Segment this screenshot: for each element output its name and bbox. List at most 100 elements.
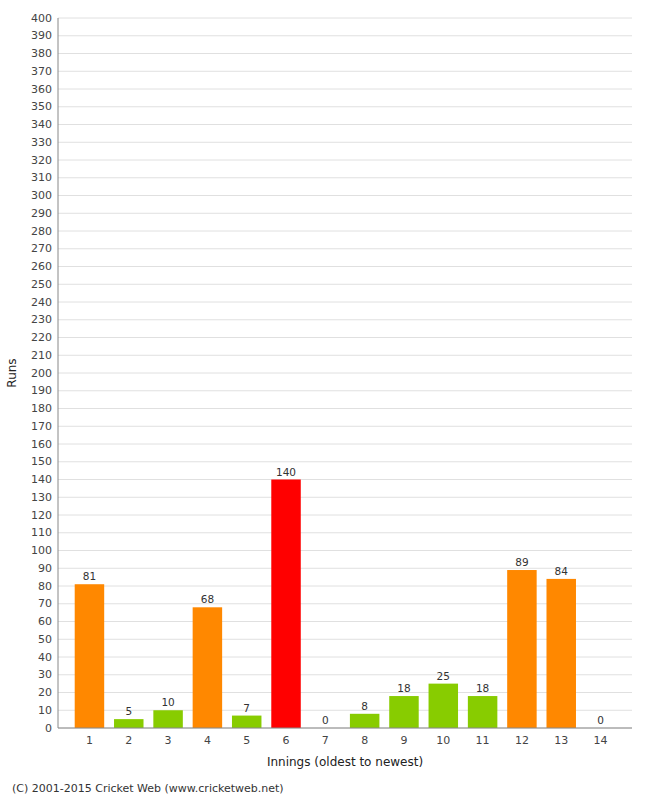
grid-line (58, 106, 632, 107)
y-tick-label: 330 (31, 136, 52, 149)
bar (114, 719, 143, 728)
y-tick-label: 40 (38, 651, 52, 664)
y-tick-label: 190 (31, 384, 52, 397)
grid-line (58, 195, 632, 196)
grid-line (58, 35, 632, 36)
x-tick-label: 4 (204, 734, 211, 747)
bar (507, 570, 536, 728)
grid-line (58, 710, 632, 711)
grid-line (58, 497, 632, 498)
y-tick-label: 340 (31, 118, 52, 131)
grid-line (58, 355, 632, 356)
y-tick-label: 150 (31, 455, 52, 468)
grid-line (58, 444, 632, 445)
grid-line (58, 408, 632, 409)
y-ticks: 0102030405060708090100110120130140150160… (31, 12, 52, 735)
y-tick-label: 250 (31, 278, 52, 291)
y-tick-label: 270 (31, 242, 52, 255)
y-tick-label: 130 (31, 491, 52, 504)
x-axis-title: Innings (oldest to newest) (267, 755, 423, 769)
y-tick-label: 100 (31, 544, 52, 557)
y-tick-label: 70 (38, 597, 52, 610)
grid-line (58, 692, 632, 693)
grid-line (58, 390, 632, 391)
grid (58, 18, 632, 728)
grid-line (58, 550, 632, 551)
x-tick-label: 1 (86, 734, 93, 747)
grid-line (58, 319, 632, 320)
y-tick-label: 90 (38, 562, 52, 575)
x-tick-label: 12 (515, 734, 529, 747)
data-label: 18 (476, 682, 489, 694)
y-tick-label: 220 (31, 331, 52, 344)
x-tick-label: 9 (400, 734, 407, 747)
y-tick-label: 230 (31, 313, 52, 326)
data-label: 81 (83, 570, 96, 582)
y-tick-label: 50 (38, 633, 52, 646)
grid-line (58, 568, 632, 569)
grid-line (58, 461, 632, 462)
data-label: 18 (397, 682, 410, 694)
grid-line (58, 284, 632, 285)
grid-line (58, 479, 632, 480)
bar (232, 716, 261, 728)
y-tick-label: 160 (31, 438, 52, 451)
y-tick-label: 60 (38, 615, 52, 628)
data-label: 25 (437, 670, 450, 682)
bar (193, 607, 222, 728)
data-label: 68 (201, 593, 214, 605)
y-tick-label: 0 (45, 722, 52, 735)
data-label: 140 (276, 466, 296, 478)
y-tick-label: 210 (31, 349, 52, 362)
grid-line (58, 177, 632, 178)
y-tick-label: 80 (38, 580, 52, 593)
grid-line (58, 142, 632, 143)
y-tick-label: 300 (31, 189, 52, 202)
grid-line (58, 337, 632, 338)
x-tick-label: 6 (283, 734, 290, 747)
x-tick-label: 3 (165, 734, 172, 747)
grid-line (58, 674, 632, 675)
y-tick-label: 200 (31, 367, 52, 380)
y-tick-label: 390 (31, 29, 52, 42)
y-tick-label: 280 (31, 225, 52, 238)
footer: (C) 2001-2015 Cricket Web (www.cricketwe… (12, 782, 284, 795)
x-tick-label: 2 (125, 734, 132, 747)
bar (546, 579, 575, 728)
y-tick-label: 260 (31, 260, 52, 273)
grid-line (58, 586, 632, 587)
grid-line (58, 426, 632, 427)
y-tick-label: 290 (31, 207, 52, 220)
bar (468, 696, 497, 728)
grid-line (58, 71, 632, 72)
y-tick-label: 320 (31, 154, 52, 167)
x-tick-label: 13 (554, 734, 568, 747)
y-axis-title: Runs (5, 358, 19, 387)
x-tick-label: 7 (322, 734, 329, 747)
x-ticks: 1234567891011121314 (86, 734, 608, 747)
grid-line (58, 18, 632, 19)
chart: 0102030405060708090100110120130140150160… (0, 0, 650, 800)
y-tick-label: 360 (31, 83, 52, 96)
x-tick-label: 8 (361, 734, 368, 747)
x-tick-label: 11 (476, 734, 490, 747)
grid-line (58, 373, 632, 374)
y-tick-label: 350 (31, 100, 52, 113)
grid-line (58, 639, 632, 640)
bars (75, 480, 576, 729)
data-label: 84 (555, 565, 569, 577)
data-label: 7 (243, 702, 250, 714)
data-label: 0 (597, 714, 604, 726)
y-tick-label: 310 (31, 171, 52, 184)
data-label: 10 (161, 696, 174, 708)
y-tick-label: 180 (31, 402, 52, 415)
y-tick-label: 140 (31, 473, 52, 486)
y-tick-label: 380 (31, 47, 52, 60)
y-tick-label: 170 (31, 420, 52, 433)
x-axis-line (58, 728, 632, 729)
grid-line (58, 89, 632, 90)
grid-line (58, 621, 632, 622)
y-tick-label: 370 (31, 65, 52, 78)
grid-line (58, 124, 632, 125)
x-tick-label: 14 (594, 734, 608, 747)
